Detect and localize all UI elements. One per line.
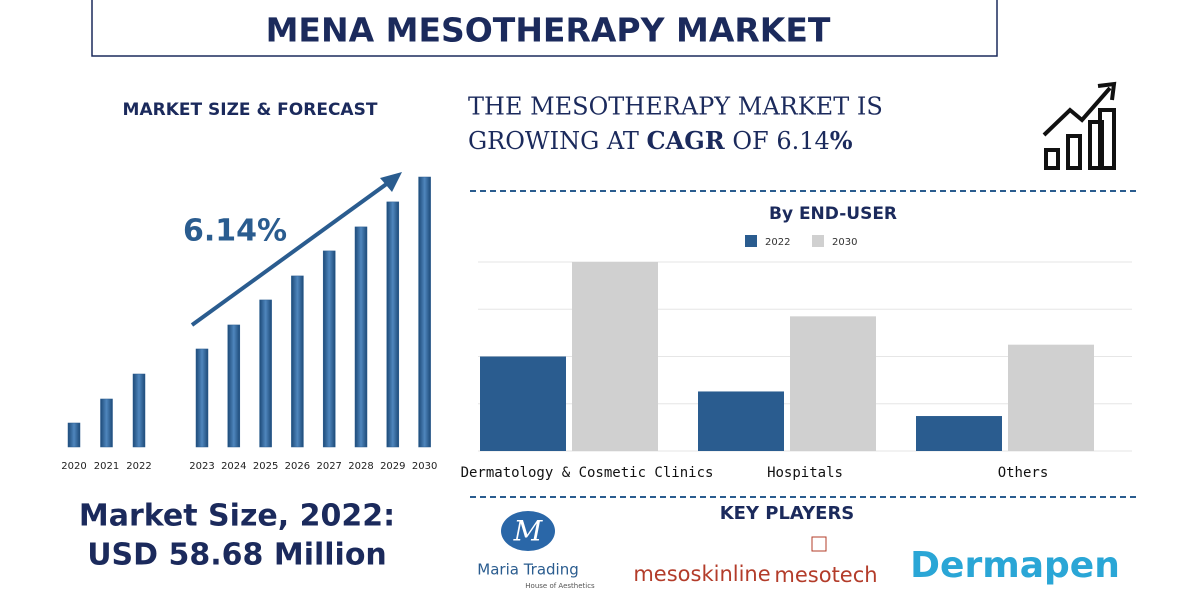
x-tick-label: Dermatology & Cosmetic Clinics (461, 465, 714, 481)
bar (698, 391, 784, 451)
header-box (91, 0, 998, 57)
x-tick-label: Others (998, 465, 1049, 481)
x-tick-label: 2030 (412, 461, 437, 472)
bar (790, 316, 876, 451)
x-tick-label: 2023 (189, 461, 214, 472)
bar (1008, 344, 1094, 451)
headline: THE MESOTHERAPY MARKET IS (468, 93, 883, 121)
bar (386, 201, 400, 448)
market-size: USD 58.68 Million (87, 538, 387, 573)
x-tick-label: 2021 (94, 461, 119, 472)
bar (227, 324, 241, 448)
key-players-title: KEY PLAYERS (720, 503, 855, 524)
bar (572, 262, 658, 451)
bar (259, 299, 272, 448)
headline: GROWING AT CAGR OF 6.14% (468, 126, 853, 155)
annotation: 6.14% (183, 214, 287, 249)
market-size: Market Size, 2022: (79, 499, 395, 534)
x-tick-label: 2020 (61, 461, 86, 472)
logo-icon-letter: M (513, 515, 544, 548)
x-tick-label: Hospitals (767, 465, 843, 481)
growth-arrow (190, 178, 394, 327)
x-tick-label: 2029 (380, 461, 405, 472)
x-tick-label: 2026 (285, 461, 310, 472)
bar (480, 356, 566, 451)
logo: Maria Trading (477, 561, 578, 579)
bar (418, 176, 431, 448)
legend-swatch (745, 235, 757, 247)
bar (322, 250, 336, 448)
legend-swatch (812, 235, 824, 247)
bar (195, 348, 209, 448)
x-tick-label: 2022 (126, 461, 151, 472)
bar (291, 275, 304, 448)
x-tick-label: 2025 (253, 461, 278, 472)
x-tick-label: 2024 (221, 461, 246, 472)
x-tick-label: 2027 (316, 461, 341, 472)
bar (916, 416, 1002, 451)
chart-title: By END-USER (769, 204, 897, 224)
chart-title: MARKET SIZE & FORECAST (123, 100, 378, 120)
bar (100, 398, 113, 448)
logo-tagline: House of Aesthetics (525, 582, 595, 590)
logo: mesoskinline (633, 562, 770, 586)
bar (354, 226, 368, 448)
bar (132, 373, 146, 448)
legend-label: 2022 (765, 237, 790, 248)
logo: Dermapen (910, 545, 1120, 586)
bar (67, 422, 81, 448)
header-title: MENA MESOTHERAPY MARKET (266, 11, 831, 50)
logo-icon (501, 511, 555, 551)
growth-icon (1042, 81, 1117, 170)
legend-label: 2030 (832, 237, 857, 248)
logo-icon (811, 536, 827, 552)
logo: mesotech (774, 563, 877, 587)
arrow-head (380, 172, 402, 192)
x-tick-label: 2028 (348, 461, 373, 472)
